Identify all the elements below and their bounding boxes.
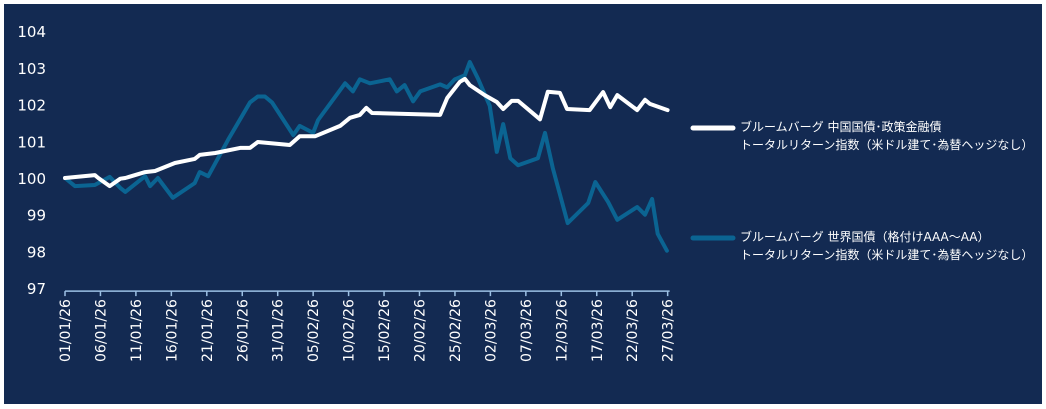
x-tick-label: 12/03/26: [554, 299, 570, 362]
y-axis: 97 98 99 100 101 102 103 104: [17, 23, 46, 298]
x-tick-label: 22/03/26: [625, 299, 641, 362]
y-tick-label: 104: [17, 23, 46, 41]
chart-frame: 97 98 99 100 101 102 103 104 01/01/26 06/01/26 11…: [4, 4, 1042, 404]
y-tick-label: 101: [17, 133, 46, 151]
x-tick-label: 31/01/26: [271, 299, 287, 362]
series-line-world-bonds: [63, 60, 669, 253]
x-tick-label: 27/03/26: [661, 299, 677, 362]
x-tick-label: 26/01/26: [235, 299, 251, 362]
series-line-china-bonds: [63, 76, 670, 189]
y-tick-label: 98: [27, 243, 46, 261]
x-tick-label: 02/03/26: [483, 299, 499, 362]
legend-label: トータルリターン指数（米ドル建て･為替ヘッジなし）: [740, 247, 1033, 262]
x-tick-label: 06/01/26: [93, 299, 109, 362]
x-tick-label: 07/03/26: [519, 299, 535, 362]
y-tick-label: 100: [17, 170, 46, 188]
x-tick-label: 17/03/26: [590, 299, 606, 362]
legend-label: ブルームバーグ 中国国債･政策金融債: [740, 119, 941, 134]
legend: ブルームバーグ 中国国債･政策金融債トータルリターン指数（米ドル建て･為替ヘッジ…: [690, 119, 1033, 262]
x-tick-label: 05/02/26: [306, 299, 322, 362]
series-lines: [63, 60, 670, 253]
x-tick-label: 25/02/26: [448, 299, 464, 362]
legend-label: トータルリターン指数（米ドル建て･為替ヘッジなし）: [740, 137, 1033, 152]
x-tick-label: 21/01/26: [200, 299, 216, 362]
line-chart: 97 98 99 100 101 102 103 104 01/01/26 06/01/26 11…: [17, 23, 1033, 362]
x-tick-label: 16/01/26: [164, 299, 180, 362]
x-tick-label: 01/01/26: [58, 299, 74, 362]
y-tick-label: 97: [27, 280, 46, 298]
y-tick-label: 102: [17, 97, 46, 115]
legend-label: ブルームバーグ 世界国債（格付けAAA～AA）: [740, 229, 990, 244]
y-tick-label: 99: [27, 207, 46, 225]
y-tick-label: 103: [17, 60, 46, 78]
x-tick-label: 10/02/26: [342, 299, 358, 362]
x-tick-label: 11/01/26: [129, 299, 145, 362]
x-axis: 01/01/26 06/01/26 11/01/26 16/01/26 21/01/26…: [58, 290, 677, 362]
x-tick-label: 20/02/26: [413, 299, 429, 362]
x-tick-label: 15/02/26: [377, 299, 393, 362]
